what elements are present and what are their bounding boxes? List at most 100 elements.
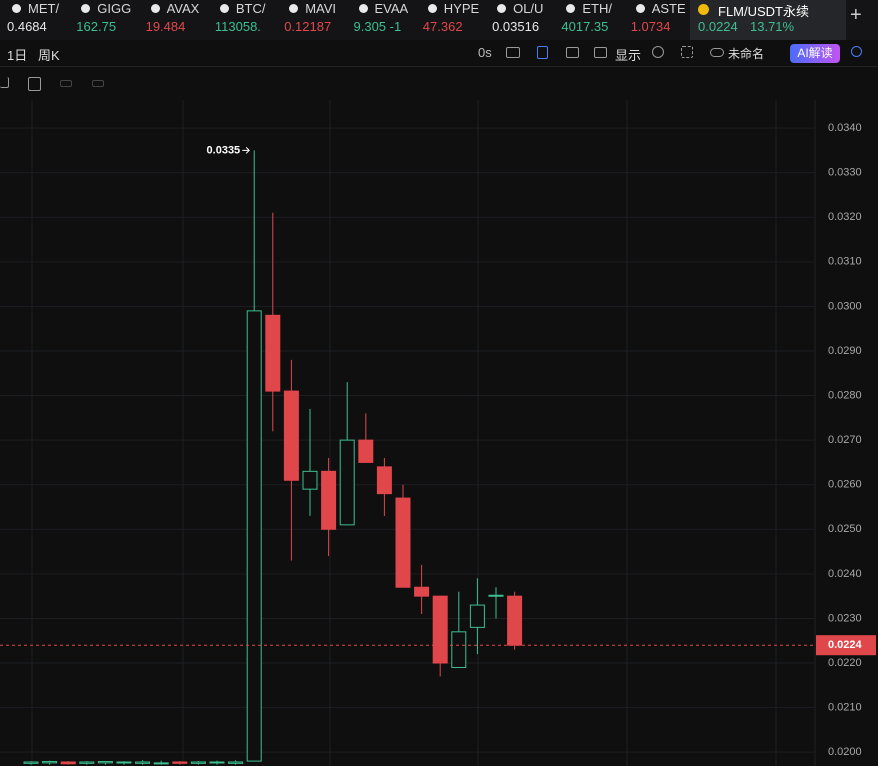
ticker[interactable]: EVAA 9.305 -1 <box>354 0 423 40</box>
share-icon[interactable] <box>851 46 862 57</box>
y-tick-label: 0.0210 <box>828 702 862 714</box>
candle-body <box>451 631 467 668</box>
ticker[interactable]: ETH/4017.35 <box>561 0 630 40</box>
display[interactable]: 显示 <box>615 48 642 63</box>
ticker[interactable]: AVAX 19.484 <box>146 0 215 40</box>
coin-icon <box>497 4 507 13</box>
current-price-label: 0.0224 <box>828 639 863 651</box>
tab-price: 0.0224 <box>698 19 738 34</box>
ticker-symbol: OL/U <box>513 1 544 16</box>
candle-body <box>172 761 188 764</box>
y-tick-label: 0.0300 <box>828 300 862 312</box>
candle-body <box>507 595 523 646</box>
tab-change: 13.71% <box>750 19 795 34</box>
candle-body <box>302 470 318 490</box>
ticker-price: 1.0734 <box>630 19 671 34</box>
candle-body <box>116 761 132 764</box>
ticker[interactable]: GIGG 162.75 <box>76 0 145 40</box>
coin-icon <box>219 4 229 13</box>
candle-body <box>321 470 337 530</box>
coin-icon <box>81 4 91 13</box>
gear-icon[interactable] <box>652 46 664 58</box>
ticker-price: 0.03516 <box>492 19 540 34</box>
trash-icon[interactable] <box>28 77 41 91</box>
ticker[interactable]: HYPE 47.362 <box>423 0 492 40</box>
candle-body <box>97 761 113 764</box>
coin-icon <box>358 4 368 13</box>
settings-icon[interactable] <box>566 47 579 58</box>
ticker-price: 113058. <box>214 19 261 34</box>
candle-body <box>228 761 244 764</box>
undo-icon[interactable] <box>60 80 72 87</box>
ticker-symbol: AVAX <box>166 1 200 16</box>
ticker[interactable]: MET/0.4684 <box>7 0 76 40</box>
y-tick-label: 0.0270 <box>828 434 862 446</box>
ai-button[interactable]: AI解读 <box>790 44 840 63</box>
coin-icon <box>698 4 709 15</box>
fullscreen-icon[interactable] <box>681 46 693 58</box>
cloud-icon[interactable] <box>710 48 724 57</box>
y-tick-label: 0.0220 <box>828 657 862 669</box>
y-tick-label: 0.0310 <box>828 256 862 268</box>
max-price-label: 0.0335 <box>207 144 241 156</box>
candle-body <box>488 594 504 597</box>
layout-name[interactable]: 未命名 <box>728 47 765 61</box>
y-tick-label: 0.0320 <box>828 211 862 223</box>
candle-body <box>79 761 95 764</box>
candle-body <box>376 466 392 495</box>
ticker-symbol: ASTE <box>651 1 686 16</box>
drawing-toolbar <box>0 67 878 100</box>
y-tick-label: 0.0250 <box>828 523 862 535</box>
chart-type[interactable]: 周K <box>38 48 60 63</box>
ticker-price: 19.484 <box>145 19 186 34</box>
max-arrow <box>242 147 250 154</box>
active-tab[interactable]: FLM/USDT永续 0.0224 13.71% <box>690 0 846 40</box>
y-tick-label: 0.0230 <box>828 612 862 624</box>
ticker-price: 9.305 -1 <box>353 19 402 34</box>
coin-icon <box>635 4 645 13</box>
coin-icon <box>566 4 576 13</box>
candle-body <box>339 439 355 526</box>
ticker-price: 0.4684 <box>7 19 47 34</box>
y-tick-label: 0.0240 <box>828 568 862 580</box>
candle-body <box>42 761 58 764</box>
ticker-price: 47.362 <box>422 19 463 34</box>
candle-body <box>358 439 374 463</box>
coin-icon <box>427 4 437 13</box>
camera-icon[interactable] <box>506 47 520 58</box>
y-tick-label: 0.0330 <box>828 167 862 179</box>
y-tick-label: 0.0290 <box>828 345 862 357</box>
candle-body <box>414 586 430 597</box>
candle-body <box>135 761 151 764</box>
y-tick-label: 0.0280 <box>828 389 862 401</box>
ticker[interactable]: ASTE 1.0734 <box>631 0 700 40</box>
candle-body <box>469 604 485 628</box>
coin-icon <box>12 4 21 13</box>
interval[interactable]: 1日 <box>7 48 28 63</box>
candle-body <box>246 310 262 762</box>
ticker-price: 0.12187 <box>284 19 332 34</box>
ticker-price: 162.75 <box>76 19 117 34</box>
ticker-symbol: EVAA <box>374 1 409 16</box>
ticker[interactable]: BTC/113058. <box>215 0 284 40</box>
add-tab[interactable]: + <box>850 4 862 26</box>
ticker-symbol: ETH/ <box>582 1 613 16</box>
filter-icon[interactable] <box>0 77 9 88</box>
list-icon[interactable] <box>594 47 607 58</box>
candle-body <box>209 761 225 764</box>
ticker-symbol: BTC/ <box>235 1 266 16</box>
redo-icon[interactable] <box>92 80 104 87</box>
time-grid <box>31 100 777 766</box>
current-price-box <box>816 635 876 656</box>
candle-body <box>395 497 411 588</box>
coin-icon <box>289 4 299 13</box>
ticker[interactable]: OL/U 0.03516 <box>492 0 561 40</box>
y-tick-label: 0.0200 <box>828 746 862 758</box>
candle-body <box>153 762 169 765</box>
ticker[interactable]: MAVI 0.12187 <box>284 0 353 40</box>
toolbar: 1日 周K 0s 显示 未命名 <box>0 40 878 67</box>
candle-body <box>265 314 281 392</box>
draw-icon[interactable] <box>537 46 548 59</box>
ticker-price: 4017.35 <box>561 19 609 34</box>
